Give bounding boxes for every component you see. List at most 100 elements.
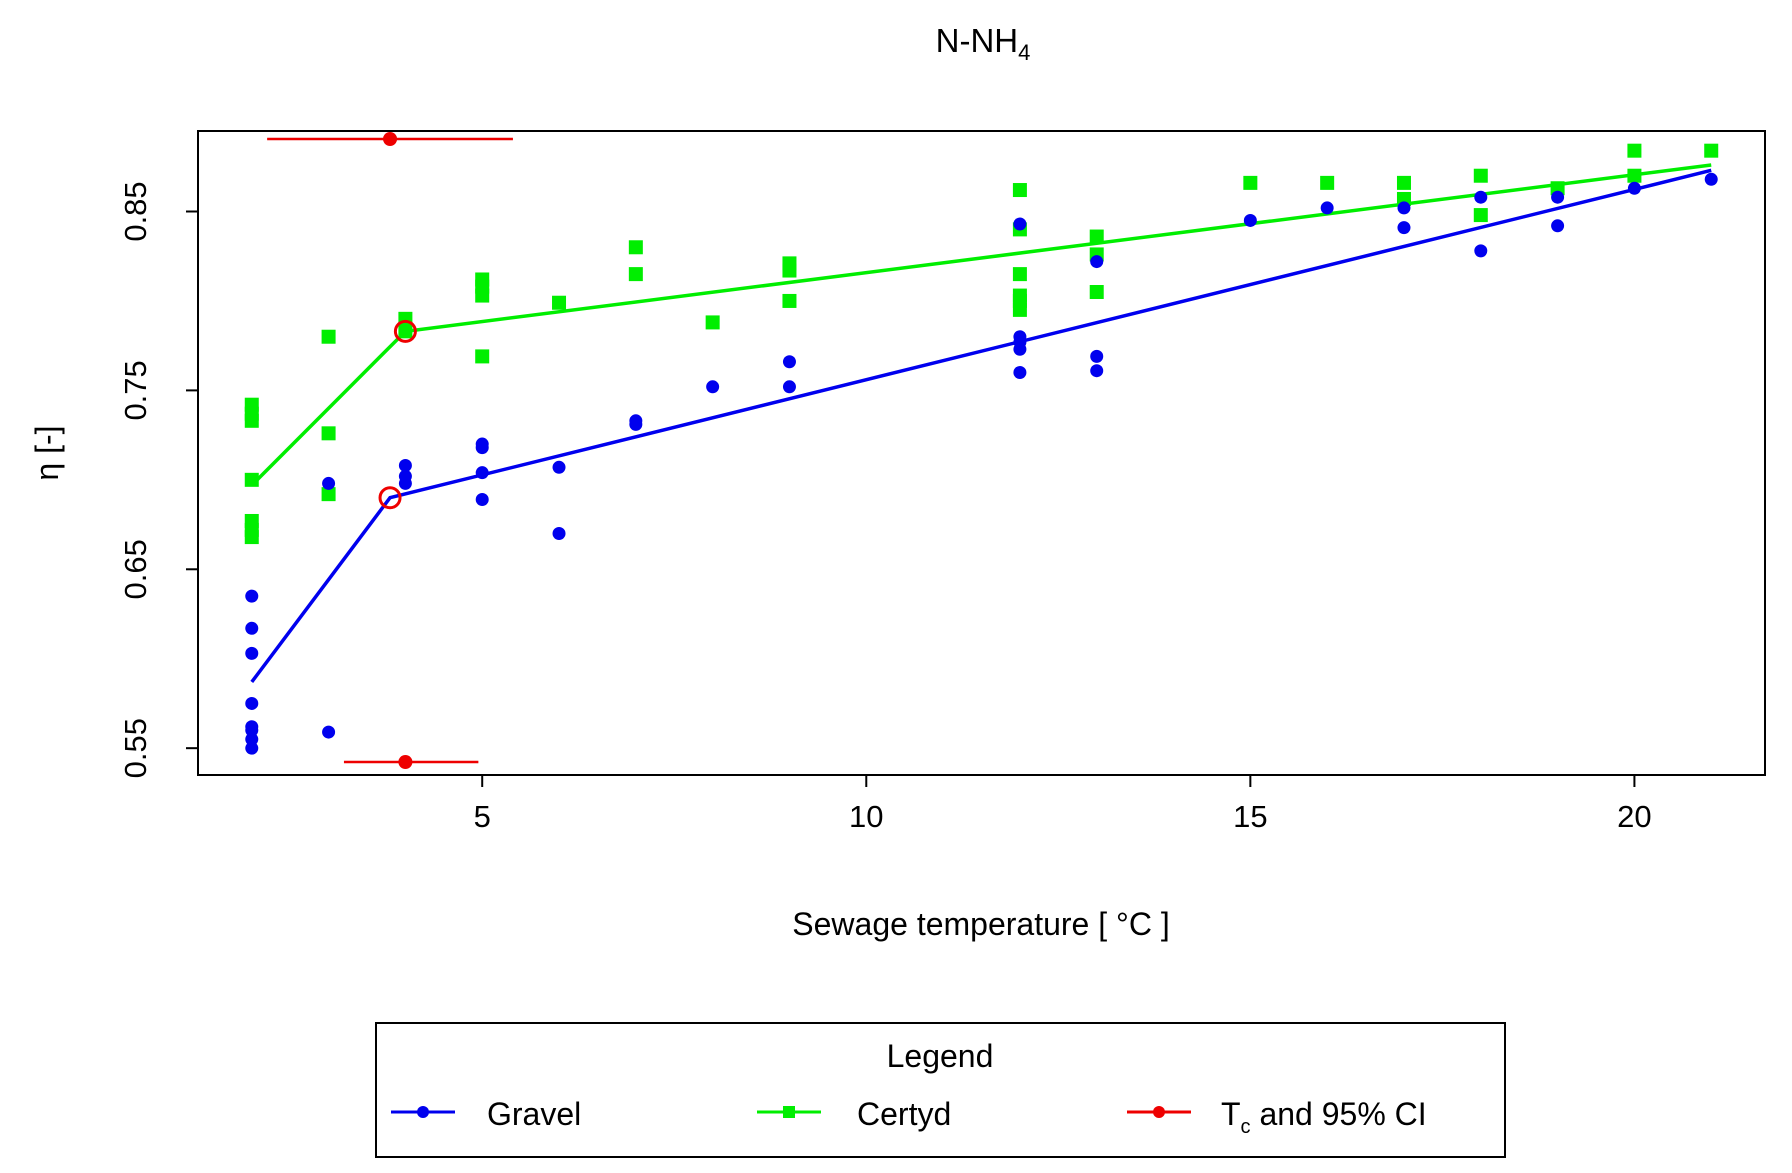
gravel-point (1474, 244, 1488, 258)
gravel-point (782, 380, 796, 394)
gravel-point (245, 720, 259, 734)
gravel-point (245, 741, 259, 755)
legend: Legend Gravel Certyd Tc and 95% CI (375, 1022, 1506, 1158)
gravel-point (1013, 366, 1027, 379)
certyd-point (1627, 168, 1642, 183)
certyd-point (321, 329, 336, 344)
gravel-point (398, 469, 412, 483)
x-axis: 5 10 15 20 (474, 774, 1652, 834)
certyd-point (628, 267, 643, 282)
gravel-point (398, 459, 412, 473)
certyd-point (1243, 175, 1258, 190)
y-tick-label: 0.75 (118, 360, 153, 420)
gravel-point (475, 466, 489, 480)
x-tick-label: 20 (1617, 799, 1651, 834)
certyd-point (1473, 208, 1488, 223)
certyd-point (244, 397, 259, 412)
legend-tc-marker (1153, 1106, 1165, 1118)
gravel-point (629, 414, 643, 428)
legend-entry-certyd: Certyd (757, 1096, 951, 1132)
gravel-point (1090, 255, 1104, 269)
legend-certyd-marker (783, 1106, 795, 1118)
gravel-point (245, 646, 259, 660)
legend-certyd-label: Certyd (857, 1096, 951, 1132)
certyd-point (1320, 175, 1335, 190)
x-axis-label: Sewage temperature [ °C ] (792, 906, 1169, 942)
breakpoint-certyd (393, 319, 417, 343)
breakpoint-gravel (378, 486, 402, 510)
certyd-point (705, 315, 720, 330)
certyd-point (244, 513, 259, 528)
gravel-point (475, 437, 489, 451)
x-tick-label: 5 (474, 799, 491, 834)
x-tick-label: 15 (1233, 799, 1267, 834)
chart-title: N-NH4 (936, 22, 1031, 65)
gravel-point (322, 725, 336, 739)
gravel-point (1320, 201, 1334, 215)
gravel-point (552, 527, 566, 540)
gravel-point (1397, 221, 1411, 235)
gravel-point (552, 460, 566, 474)
certyd-point (782, 256, 797, 271)
certyd-point (1473, 168, 1488, 183)
legend-box (375, 1022, 1506, 1158)
certyd-point (475, 272, 490, 287)
certyd-point (1012, 183, 1027, 198)
certyd-point (1012, 267, 1027, 282)
legend-gravel-label: Gravel (487, 1096, 581, 1132)
gravel-point (1551, 190, 1565, 204)
certyd-point (1089, 229, 1104, 244)
gravel-point (1090, 364, 1104, 378)
legend-entry-gravel: Gravel (391, 1096, 581, 1132)
certyd-point (244, 472, 259, 487)
certyd-point (552, 295, 567, 310)
legend-tc-label: Tc and 95% CI (1221, 1096, 1427, 1138)
title-text: N-NH4 (936, 22, 1031, 65)
y-axis: 0.55 0.65 0.75 0.85 (118, 181, 199, 778)
gravel-point (1090, 349, 1104, 363)
y-tick-label: 0.65 (118, 539, 153, 599)
certyd-point (1396, 175, 1411, 190)
ci-estimate-gravel (398, 755, 413, 769)
legend-gravel-marker (417, 1106, 429, 1118)
gravel-point (245, 589, 259, 603)
legend-entry-tc: Tc and 95% CI (1127, 1096, 1427, 1138)
gravel-point (1013, 330, 1027, 344)
ci-estimate-certyd (383, 132, 398, 146)
certyd-point (1089, 285, 1104, 299)
gravel-point (1013, 217, 1027, 231)
x-tick-label: 10 (849, 799, 883, 834)
gravel-point (1474, 190, 1488, 204)
breakpoints (378, 319, 417, 510)
gravel-point (245, 696, 259, 710)
gravel-point (245, 732, 259, 746)
fit-line-certyd (250, 163, 1712, 487)
gravel-point (322, 476, 336, 490)
data-points (244, 143, 1719, 755)
y-tick-label: 0.85 (118, 181, 153, 241)
certyd-point (782, 293, 797, 308)
fit-lines (250, 163, 1712, 684)
legend-title: Legend (887, 1038, 994, 1074)
certyd-point (1012, 288, 1027, 303)
gravel-point (1627, 181, 1641, 195)
gravel-point (475, 493, 489, 507)
gravel-point (1243, 213, 1257, 227)
fit-line-gravel (250, 168, 1712, 684)
certyd-point (321, 426, 336, 441)
gravel-point (706, 380, 720, 394)
gravel-point (1704, 172, 1718, 186)
gravel-point (782, 355, 796, 369)
certyd-point (398, 324, 413, 339)
y-axis-label: η [-] (29, 425, 65, 480)
y-tick-label: 0.55 (118, 718, 153, 778)
plot-frame (197, 130, 1766, 776)
gravel-point (1551, 219, 1565, 233)
gravel-point (1397, 201, 1411, 215)
certyd-point (321, 487, 336, 502)
certyd-point (1704, 143, 1719, 158)
certyd-point (628, 240, 643, 255)
gravel-point (245, 621, 259, 635)
certyd-point (1627, 143, 1642, 158)
